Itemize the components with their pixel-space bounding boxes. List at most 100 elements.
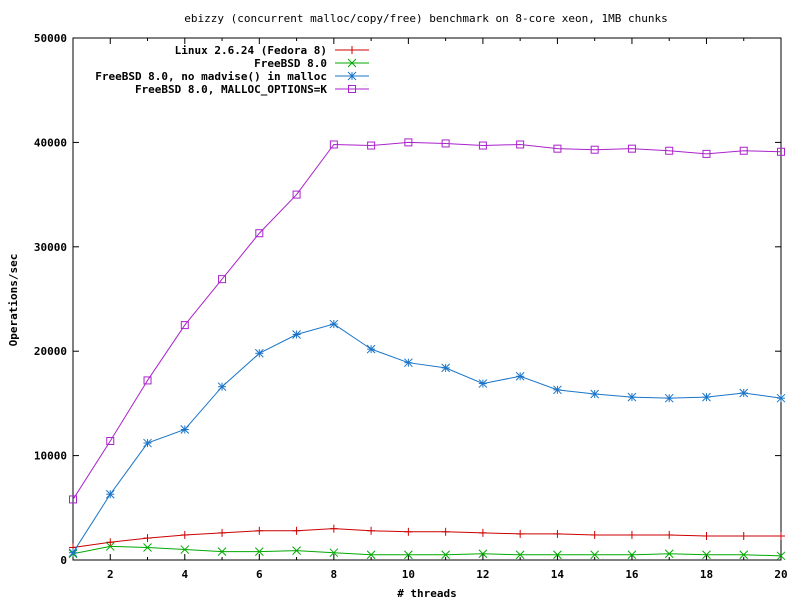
data-point <box>180 530 189 539</box>
series-line <box>72 323 782 553</box>
data-point <box>627 392 637 402</box>
data-point <box>366 550 376 560</box>
series-line <box>72 141 782 500</box>
y-axis-label: Operations/sec <box>7 254 20 347</box>
data-point <box>218 275 227 284</box>
data-point <box>515 371 525 381</box>
data-point <box>255 526 264 535</box>
data-point <box>292 330 301 339</box>
data-point <box>217 382 227 392</box>
data-point <box>553 144 562 153</box>
y-tick-label: 20000 <box>34 345 67 358</box>
data-point <box>441 527 450 536</box>
data-point <box>367 141 376 150</box>
data-point <box>739 388 749 398</box>
data-point <box>702 149 711 158</box>
data-point <box>292 190 301 199</box>
series-group <box>68 138 786 561</box>
data-point <box>329 524 338 533</box>
data-point <box>348 85 356 93</box>
data-point <box>143 543 152 552</box>
data-point <box>348 46 356 54</box>
data-point <box>702 550 711 560</box>
data-point <box>516 529 525 538</box>
data-point <box>553 385 562 395</box>
data-point <box>217 547 227 557</box>
y-tick-label: 30000 <box>34 241 67 254</box>
data-point <box>777 531 785 540</box>
data-point <box>143 534 152 543</box>
data-point <box>627 550 637 560</box>
series-3 <box>69 138 785 504</box>
data-point <box>441 139 450 148</box>
data-point <box>105 542 115 551</box>
series-2 <box>68 319 786 558</box>
data-point <box>292 546 301 555</box>
data-point <box>478 379 488 388</box>
data-point <box>702 531 711 540</box>
x-tick-label: 4 <box>181 568 188 581</box>
data-point <box>515 550 525 560</box>
data-point <box>180 425 190 434</box>
data-point <box>180 321 189 330</box>
data-point <box>627 144 636 153</box>
data-point <box>553 529 562 538</box>
x-axis: 2 4 6 8 10 12 14 16 18 20 <box>72 38 788 581</box>
data-point <box>664 549 674 559</box>
series-line <box>72 528 781 548</box>
data-point <box>590 530 599 539</box>
plot-frame <box>72 37 782 561</box>
legend-label: FreeBSD 8.0 <box>254 57 327 70</box>
data-point <box>776 393 786 403</box>
x-tick-label: 14 <box>551 568 565 581</box>
x-axis-label: # threads <box>397 587 457 600</box>
data-point <box>329 319 339 329</box>
data-point <box>366 344 376 354</box>
data-point <box>441 363 450 373</box>
x-tick-label: 20 <box>774 568 787 581</box>
data-point <box>590 145 599 154</box>
data-point <box>478 528 487 537</box>
data-point <box>180 545 190 554</box>
data-point <box>329 140 338 149</box>
y-axis: 0 10000 20000 30000 40000 50000 <box>34 32 781 567</box>
data-point <box>292 526 301 535</box>
x-tick-label: 18 <box>700 568 713 581</box>
x-tick-label: 2 <box>107 568 114 581</box>
data-point <box>105 489 115 499</box>
data-point <box>776 551 786 561</box>
data-point <box>404 527 413 536</box>
chart-title: ebizzy (concurrent malloc/copy/free) ben… <box>184 12 667 25</box>
data-point <box>254 547 264 557</box>
data-point <box>665 530 674 539</box>
x-tick-label: 12 <box>476 568 489 581</box>
data-point <box>404 358 413 368</box>
data-point <box>69 495 77 504</box>
data-point <box>329 548 339 558</box>
data-point <box>627 530 636 539</box>
legend-label: Linux 2.6.24 (Fedora 8) <box>175 44 327 57</box>
y-tick-label: 0 <box>60 554 67 567</box>
y-tick-label: 50000 <box>34 32 67 45</box>
data-point <box>218 528 227 537</box>
legend-label: FreeBSD 8.0, MALLOC_OPTIONS=K <box>135 83 327 96</box>
series-line <box>72 545 782 557</box>
x-tick-label: 10 <box>402 568 415 581</box>
y-tick-label: 40000 <box>34 136 67 149</box>
data-point <box>143 376 152 385</box>
data-point <box>404 138 413 147</box>
data-point <box>367 526 376 535</box>
data-point <box>590 550 600 560</box>
data-point <box>739 146 748 155</box>
data-point <box>106 436 115 445</box>
data-point <box>739 550 749 560</box>
data-point <box>665 146 674 155</box>
data-point <box>106 538 115 547</box>
data-point <box>68 548 78 558</box>
data-point <box>664 393 674 403</box>
data-point <box>590 389 600 399</box>
data-point <box>347 58 357 68</box>
data-point <box>478 549 488 559</box>
y-tick-label: 10000 <box>34 450 67 463</box>
